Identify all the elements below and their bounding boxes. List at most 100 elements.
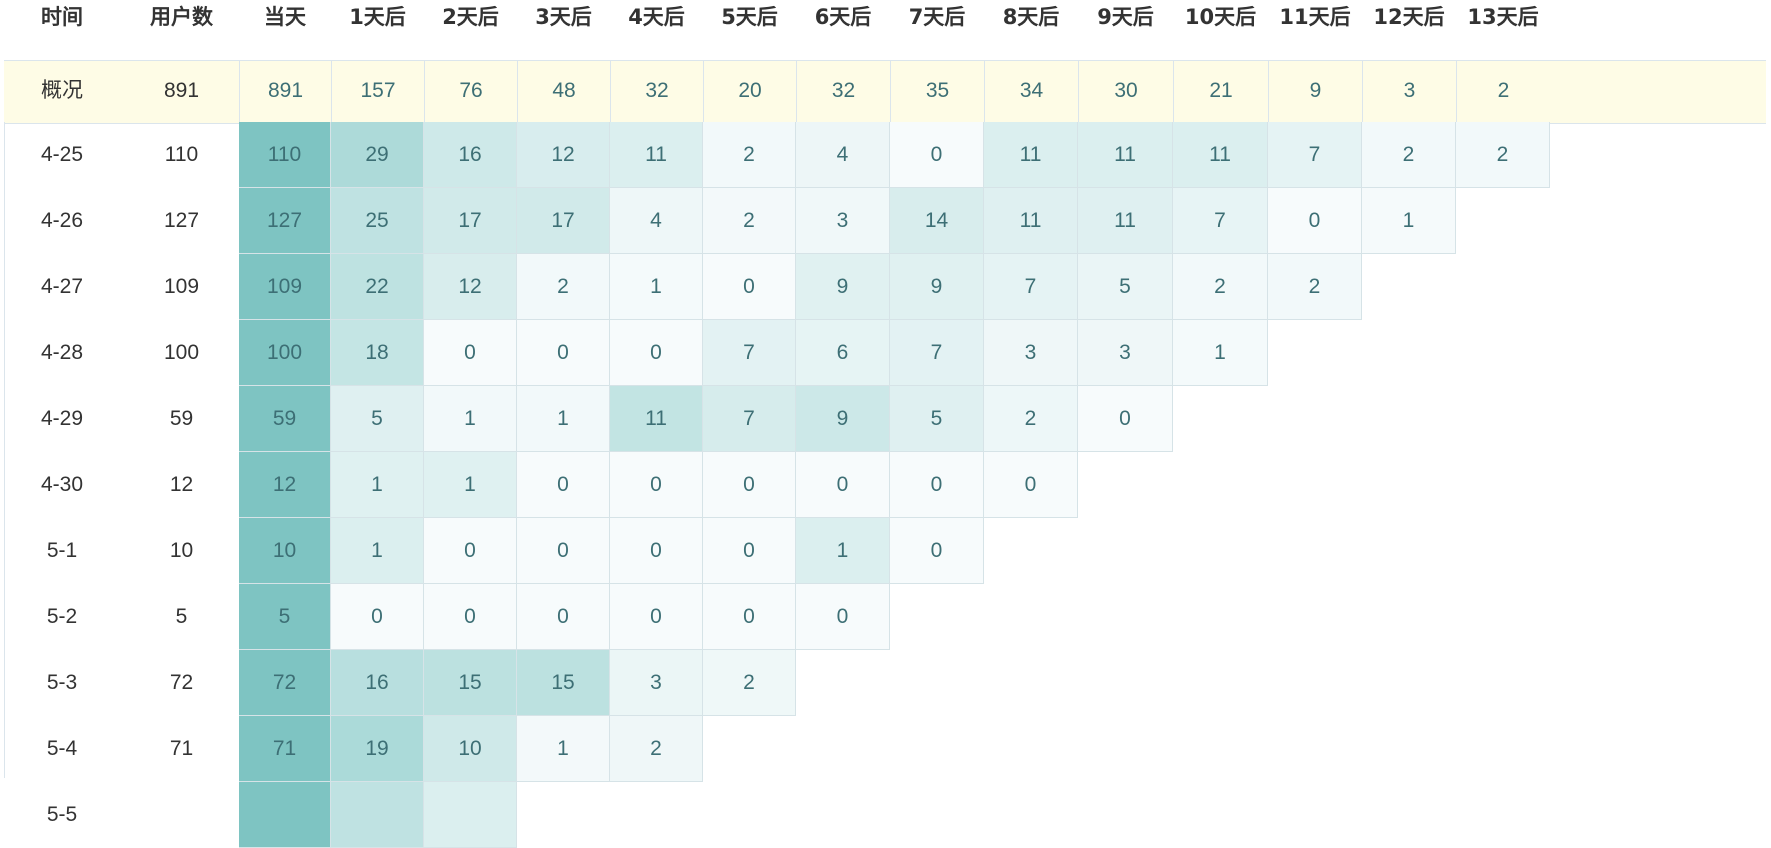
retention-cell: 10 [424, 716, 517, 782]
retention-cell: 3 [1078, 320, 1173, 386]
retention-cell: 7 [1173, 188, 1268, 254]
retention-cell: 2 [1456, 122, 1550, 188]
retention-cell-day0: 127 [239, 188, 331, 254]
retention-cell: 11 [1078, 122, 1173, 188]
column-header: 13天后 [1467, 5, 1539, 29]
retention-cell: 1 [796, 518, 890, 584]
retention-cell: 0 [424, 518, 517, 584]
column-header: 用户数 [150, 5, 213, 29]
summary-cell: 3 [1362, 60, 1456, 122]
column-header: 时间 [41, 5, 83, 29]
column-header: 当天 [264, 5, 306, 29]
summary-cell: 2 [1456, 60, 1550, 122]
retention-cell: 1 [517, 716, 610, 782]
retention-cell: 5 [331, 386, 424, 452]
row-users: 109 [163, 275, 200, 298]
retention-cell: 2 [517, 254, 610, 320]
retention-cell: 0 [703, 452, 796, 518]
retention-cell: 9 [796, 254, 890, 320]
retention-cell: 2 [703, 122, 796, 188]
retention-cell [331, 782, 424, 848]
row-users: 110 [164, 143, 199, 166]
summary-cell: 48 [517, 60, 610, 122]
column-header: 7天后 [908, 5, 966, 29]
summary-cell: 21 [1173, 60, 1268, 122]
column-header: 11天后 [1279, 5, 1351, 29]
retention-cell-day0: 71 [239, 716, 331, 782]
retention-cell: 15 [517, 650, 610, 716]
retention-cell: 15 [424, 650, 517, 716]
retention-cell: 19 [331, 716, 424, 782]
retention-cell: 0 [703, 584, 796, 650]
retention-cell: 1 [331, 518, 424, 584]
retention-cell: 7 [703, 320, 796, 386]
retention-cell-day0: 12 [239, 452, 331, 518]
retention-cell: 1 [424, 386, 517, 452]
summary-cell: 76 [424, 60, 517, 122]
retention-cell: 12 [424, 254, 517, 320]
column-header: 2天后 [442, 5, 499, 29]
row-date: 4-25 [40, 143, 84, 166]
retention-cell: 25 [331, 188, 424, 254]
retention-cell: 2 [703, 650, 796, 716]
row-date: 5-5 [46, 803, 78, 826]
row-date: 4-27 [40, 275, 84, 298]
retention-cell: 0 [610, 320, 703, 386]
retention-cell: 0 [610, 452, 703, 518]
retention-cell: 9 [890, 254, 984, 320]
retention-cell: 11 [984, 122, 1078, 188]
row-users: 10 [169, 539, 194, 562]
retention-cell: 3 [984, 320, 1078, 386]
retention-cell: 0 [517, 584, 610, 650]
retention-cell: 3 [610, 650, 703, 716]
row-date: 4-30 [40, 473, 84, 496]
retention-cell: 17 [424, 188, 517, 254]
retention-cell: 0 [890, 452, 984, 518]
column-header: 3天后 [535, 5, 592, 29]
retention-cell-day0: 5 [239, 584, 331, 650]
row-date: 5-2 [46, 605, 78, 628]
retention-cell-day0: 10 [239, 518, 331, 584]
retention-cell: 0 [517, 452, 610, 518]
retention-cell: 1 [424, 452, 517, 518]
retention-cell: 0 [703, 254, 796, 320]
retention-cell: 2 [984, 386, 1078, 452]
retention-cell: 1 [331, 452, 424, 518]
retention-table: 时间 用户数 当天 1天后 2天后 3天后 4天后 5天后 6天后 7天后 8天后 9天后 10天后 11… [4, 5, 1766, 848]
retention-cell: 1 [517, 386, 610, 452]
retention-cell: 3 [796, 188, 890, 254]
retention-cell: 2 [1173, 254, 1268, 320]
row-users: 71 [169, 737, 194, 760]
column-header: 12天后 [1373, 5, 1445, 29]
retention-cell: 6 [796, 320, 890, 386]
column-header: 5天后 [721, 5, 778, 29]
retention-cell: 0 [517, 320, 610, 386]
retention-cell: 0 [610, 518, 703, 584]
row-users: 72 [169, 671, 194, 694]
retention-cell: 0 [1268, 188, 1362, 254]
row-users: 100 [163, 341, 200, 364]
retention-cell: 1 [1362, 188, 1456, 254]
retention-cell-day0 [239, 782, 331, 848]
retention-cell: 22 [331, 254, 424, 320]
retention-cell-day0: 59 [239, 386, 331, 452]
row-date: 5-3 [46, 671, 78, 694]
row-users: 5 [175, 605, 188, 628]
retention-cell: 7 [1268, 122, 1362, 188]
retention-cell: 0 [796, 584, 890, 650]
row-users: 59 [169, 407, 194, 430]
row-users [124, 782, 239, 848]
summary-cell: 32 [796, 60, 890, 122]
retention-cell: 11 [610, 386, 703, 452]
retention-cell: 0 [703, 518, 796, 584]
summary-cell: 35 [890, 60, 984, 122]
retention-cell: 7 [703, 386, 796, 452]
retention-cell: 0 [424, 584, 517, 650]
retention-cell: 16 [424, 122, 517, 188]
retention-cell: 17 [517, 188, 610, 254]
retention-cell: 5 [1078, 254, 1173, 320]
retention-cell: 18 [331, 320, 424, 386]
summary-label: 概况 [41, 79, 83, 102]
retention-cell: 14 [890, 188, 984, 254]
retention-cell: 11 [1078, 188, 1173, 254]
